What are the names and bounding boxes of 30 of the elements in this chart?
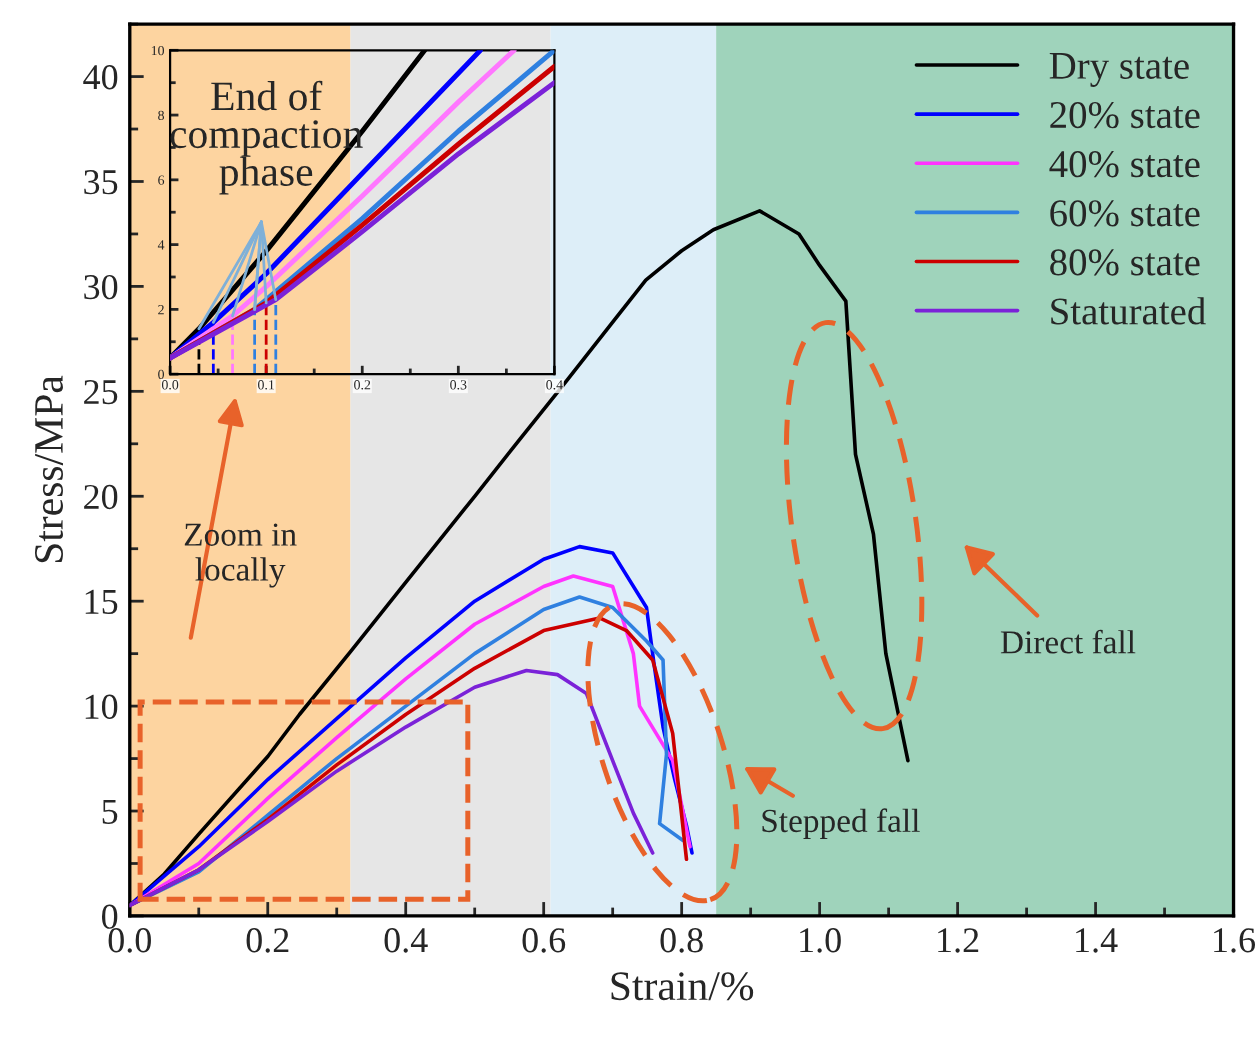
legend-label: 60% state [1050, 200, 1200, 227]
x-tick-label: 0.2 [246, 928, 289, 953]
x-tick-label: 1.6 [1214, 928, 1256, 953]
x-tick-label: 0.6 [522, 928, 566, 953]
legend-label: 20% state [1050, 101, 1200, 129]
y-axis-title: Stress/MPa [34, 375, 63, 563]
annotation: Stepped fall [762, 808, 920, 839]
x-axis-title: Strain/% [611, 972, 754, 1001]
x-tick-label: 0.4 [384, 928, 428, 953]
y-tick-label: 5 [102, 799, 118, 824]
legend-label: 40% state [1049, 151, 1200, 178]
annotation: Direct fall [1000, 629, 1136, 654]
legend-label: Staturated [1051, 297, 1206, 325]
y-tick-label: 30 [84, 274, 118, 300]
legend-label: 80% state [1050, 249, 1200, 276]
x-tick-label: 1.4 [1076, 928, 1118, 953]
y-tick-label: 20 [84, 484, 118, 510]
legend-label: Dry state [1049, 53, 1189, 87]
annotation: Zoom in locally [184, 523, 297, 588]
y-tick-label: 40 [83, 65, 118, 90]
y-tick-label: 35 [84, 170, 118, 195]
y-tick-label: 0 [101, 904, 118, 929]
x-tick-label: 1.2 [938, 928, 979, 953]
y-tick-label: 10 [85, 694, 118, 719]
line-series [129, 668, 655, 908]
y-tick-label: 15 [85, 589, 118, 615]
y-tick-label: 25 [84, 379, 118, 405]
x-tick-label: 1.0 [800, 928, 841, 953]
x-tick-label: 0.0 [108, 928, 151, 953]
x-tick-label: 0.8 [660, 928, 703, 953]
